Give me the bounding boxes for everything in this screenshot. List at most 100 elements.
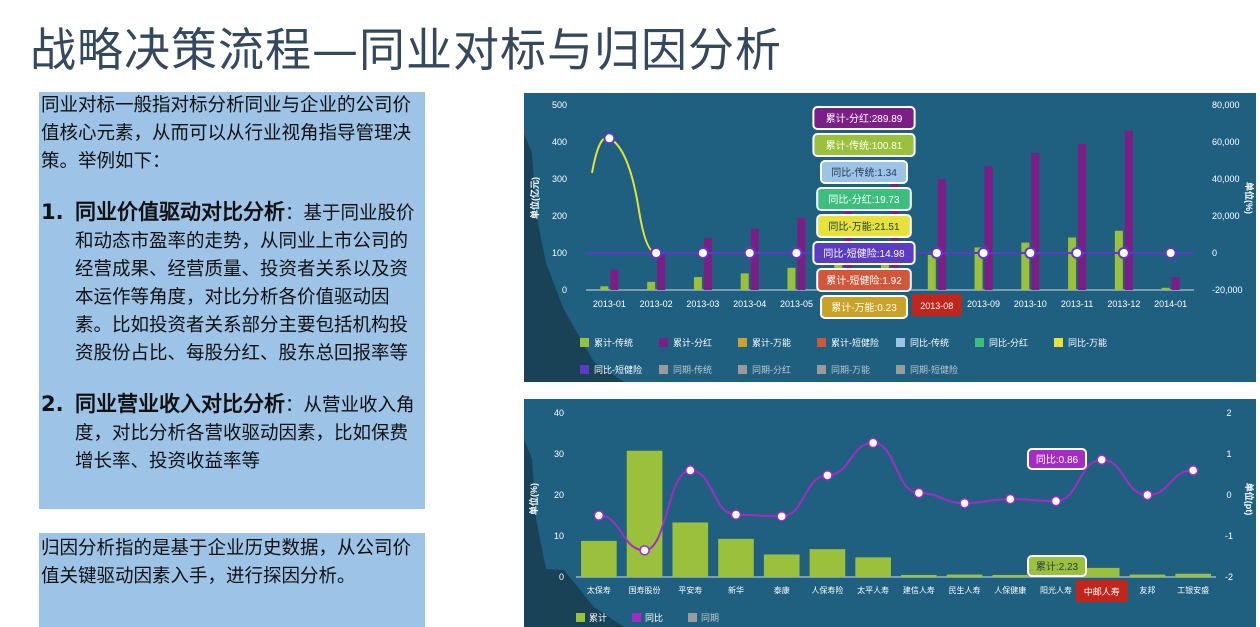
y-tick-label: 400 — [552, 137, 567, 147]
bar — [740, 273, 749, 290]
x-tick-label: 2013-04 — [733, 299, 766, 309]
tooltip-box — [812, 133, 916, 157]
line-point — [743, 247, 756, 259]
list-number: 1. — [41, 200, 64, 224]
list-separator: ： — [285, 203, 304, 224]
tooltip-box — [820, 160, 908, 184]
legend-swatch — [817, 338, 826, 347]
y-right-axis-label: 单位(pt) — [1244, 483, 1255, 516]
x-tick-label: 建信人寿 — [903, 585, 935, 595]
x-tick-label: 2013-09 — [967, 299, 1000, 309]
bar — [1114, 230, 1123, 290]
list-heading: 同业价值驱动对比分析 — [75, 200, 285, 224]
map-shadow-decoration — [524, 439, 624, 627]
legend-swatch — [659, 338, 668, 347]
benchmark-text-box: 同业对标一般指对标分析同业与企业的公司价值核心元素，从而可以从行业视角指导管理决… — [39, 92, 425, 509]
legend-label: 累计-分红 — [673, 337, 712, 348]
y-axis-label: 单位(%) — [528, 483, 539, 515]
x-tick-label: 人保寿险 — [811, 585, 843, 595]
line-point — [696, 247, 709, 259]
tooltip-text: 累计-分红:289.89 — [826, 112, 903, 125]
x-tick-label: 新华 — [728, 585, 744, 595]
bar — [763, 554, 800, 577]
x-tick-label: 民生人寿 — [949, 585, 981, 595]
tooltip-text: 同比:0.86 — [1036, 454, 1079, 466]
chart-canvas[interactable]: 500 400 300 200 100 0 80,000 60,000 40,000 20,000… — [524, 93, 1256, 382]
bar — [672, 522, 709, 577]
bar — [581, 540, 617, 577]
y-right-tick-label: 2 — [1226, 408, 1231, 418]
bar — [787, 267, 796, 290]
bar — [984, 166, 993, 290]
list-item: 1. 同业价值驱动对比分析：基于同业股价和动态市盈率的走势，从同业上市公司的经营… — [39, 198, 425, 368]
list-body: 基于同业股价和动态市盈率的走势，从同业上市公司的经营成果、经营质量、投资者关系以… — [75, 203, 415, 364]
legend-label: 同期-传统 — [673, 364, 712, 375]
y-tick-label: 100 — [552, 248, 567, 258]
legend-swatch — [975, 338, 984, 347]
tooltip-text: 同比-万能:21.51 — [828, 220, 900, 233]
legend-swatch — [817, 365, 826, 374]
chart-canvas[interactable]: 403020100210-1-2单位(%) 单位(pt)太保寿 国寿股份 平安寿 新华泰… — [524, 399, 1256, 627]
y-tick-label: 300 — [552, 174, 567, 184]
y-axis-label: 单位(亿元) — [529, 177, 540, 219]
bar — [1175, 573, 1211, 577]
legend-swatch — [688, 613, 697, 622]
tooltip-text: 同比-短健险:14.98 — [823, 247, 905, 260]
y-right-tick-label: -1 — [1225, 531, 1233, 541]
tooltip-box — [1027, 448, 1087, 470]
y-tick-label: 0 — [562, 285, 567, 295]
line-point — [776, 511, 787, 522]
attribution-text-box: 归因分析指的是基于企业历史数据，从公司价值关键驱动因素入手，进行探因分析。 — [39, 533, 425, 627]
tooltip-text: 累计-万能:0.23 — [831, 301, 897, 314]
line-point — [959, 497, 970, 509]
list-separator: ： — [285, 395, 304, 416]
legend-swatch — [738, 365, 747, 374]
x-tick-label: 2013-03 — [686, 299, 719, 309]
line-point — [1164, 247, 1177, 259]
y-right-axis-label: 单位(%) — [1244, 182, 1255, 214]
tooltip-text: 累计-短健险:1.92 — [826, 274, 902, 287]
bar — [855, 557, 891, 577]
y-right-tick-label: 60,000 — [1212, 137, 1240, 147]
line-point — [685, 465, 696, 476]
bar — [693, 277, 702, 290]
y-right-tick-label: 20,000 — [1212, 211, 1240, 221]
line-point — [603, 132, 616, 145]
x-tick-label: 2013-01 — [593, 299, 626, 309]
y-right-tick-label: 0 — [1212, 248, 1217, 258]
line-point — [1050, 495, 1062, 507]
peer-value-driver-chart[interactable]: 500 400 300 200 100 0 80,000 60,000 40,000 20,000… — [524, 93, 1256, 382]
highlight-label: 2013-08 — [920, 301, 953, 311]
x-tick-label: 友邦 — [1139, 585, 1155, 595]
bar — [1161, 287, 1170, 290]
legend-swatch — [580, 338, 589, 347]
tooltip-text: 同比-传统:1.34 — [831, 166, 897, 179]
bar — [610, 269, 619, 290]
tooltip-box — [1027, 555, 1087, 577]
bar — [1021, 242, 1030, 290]
legend-label: 同比-传统 — [910, 337, 949, 348]
legend-swatch — [738, 338, 747, 347]
peer-revenue-chart[interactable]: 40 30 20 10 0 2 1 0 -1 -2 单位(%) 单位(pt) 太保寿 国寿股份 平安寿 新华泰… — [524, 399, 1256, 627]
x-tick-label: 太平人寿 — [857, 585, 889, 595]
y-tick-label: 0 — [559, 572, 564, 582]
y-right-tick-label: 80,000 — [1212, 100, 1240, 110]
line-point — [650, 247, 663, 259]
legend-label: 同比 — [645, 612, 663, 623]
x-tick-label: 太保寿 — [587, 585, 611, 595]
line-point — [1142, 489, 1153, 501]
line-point — [1071, 247, 1084, 259]
line-point — [1024, 247, 1037, 259]
y-tick-label: 500 — [552, 100, 567, 110]
y-right-tick-label: -20,000 — [1212, 285, 1243, 295]
tooltip-box — [820, 295, 908, 319]
highlight-label: 中邮人寿 — [1084, 586, 1120, 597]
list-body: 从营业收入角度，对比分析各营收驱动因素，比如保费增长率、投资收益率等 — [75, 395, 415, 472]
bar — [626, 450, 663, 577]
bar — [1068, 237, 1077, 290]
bar — [1031, 153, 1040, 290]
legend-swatch — [632, 613, 641, 622]
bar — [809, 549, 846, 577]
bar — [703, 238, 712, 290]
line-point — [593, 510, 605, 521]
